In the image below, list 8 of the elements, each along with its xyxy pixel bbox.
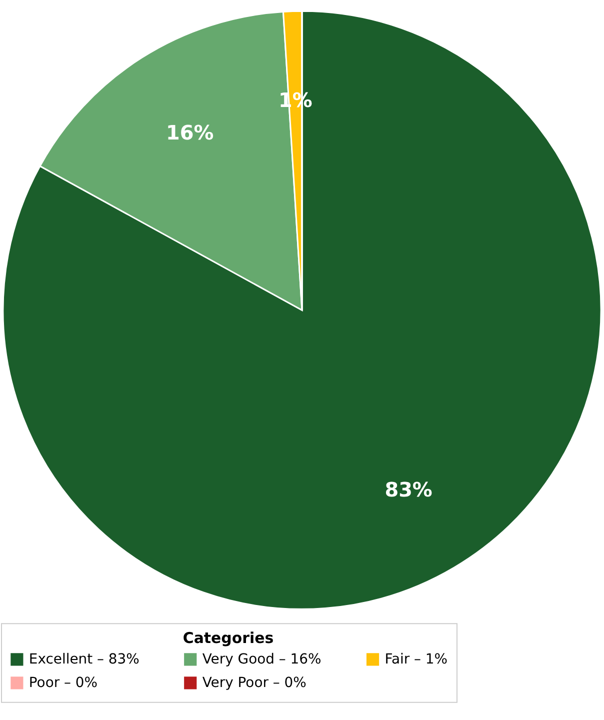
legend-label: Excellent – 83% [28, 651, 140, 668]
legend-title: Categories [182, 629, 274, 648]
data-label: 83% [384, 478, 432, 502]
legend-label: Fair – 1% [384, 651, 448, 668]
data-label: 16% [166, 121, 214, 144]
legend-label: Very Good – 16% [202, 651, 322, 668]
legend-label: Very Poor – 0% [202, 674, 306, 691]
legend-label: Poor – 0% [28, 674, 98, 691]
